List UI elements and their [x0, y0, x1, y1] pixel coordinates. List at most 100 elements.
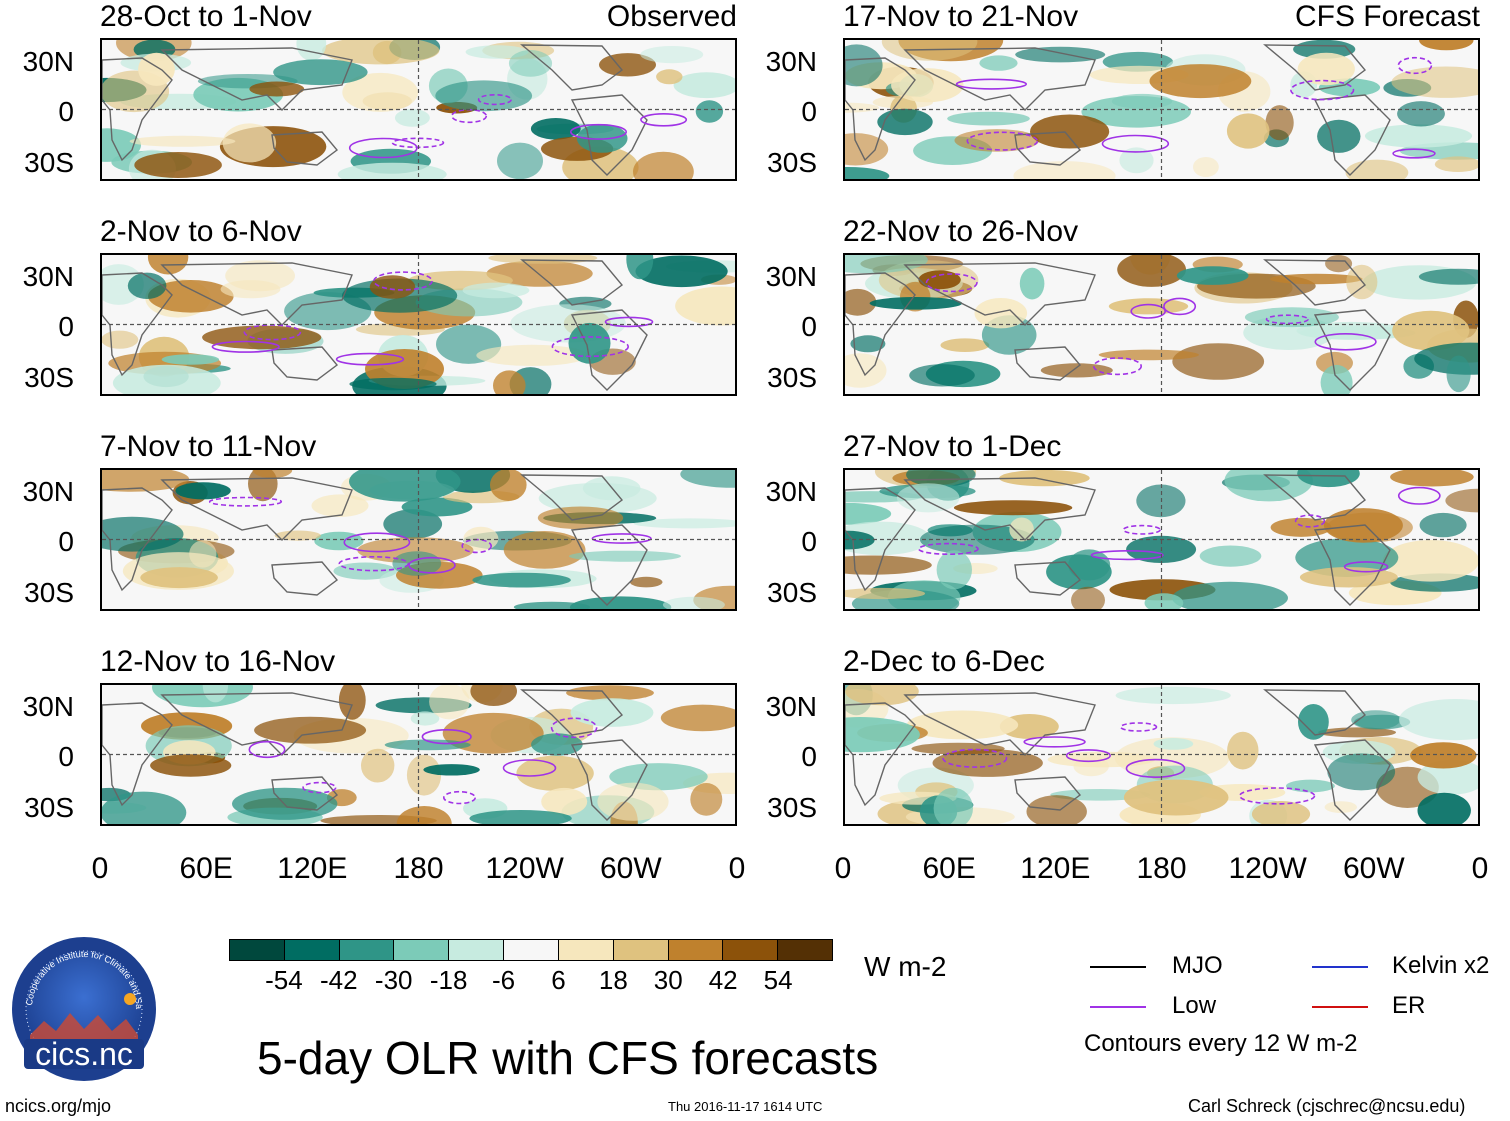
olr-anomaly-blob	[1351, 710, 1401, 730]
olr-anomaly-blob	[1030, 114, 1110, 149]
olr-anomaly-blob	[1265, 105, 1294, 141]
colorbar-unit: W m-2	[864, 951, 947, 982]
panel-tag: Observed	[606, 0, 737, 33]
low-contour	[208, 496, 283, 507]
olr-anomaly-blob	[1108, 298, 1189, 315]
olr-anomaly-blob	[531, 733, 583, 756]
olr-anomaly-blob	[680, 470, 735, 488]
olr-anomaly-blob	[1172, 343, 1265, 380]
low-contour	[1125, 758, 1186, 778]
low-contour	[955, 78, 1027, 90]
olr-anomaly-blob	[423, 764, 480, 776]
continent-outline	[520, 44, 624, 91]
olr-anomaly-blob	[1286, 779, 1335, 793]
continent-outline	[160, 47, 353, 111]
colorbar-tick-label: -6	[491, 965, 516, 995]
olr-anomaly-blob	[1391, 66, 1478, 98]
olr-anomaly-blob	[690, 783, 723, 816]
y-tick-label: 30S	[767, 792, 817, 823]
x-tick-label: 60E	[922, 852, 976, 885]
olr-anomaly-blob	[342, 72, 419, 112]
x-tick-label: 120W	[1228, 852, 1307, 885]
y-tick-label: 30N	[22, 476, 74, 507]
olr-anomaly-blob	[516, 755, 594, 791]
low-contour	[640, 113, 688, 127]
continent-outline	[845, 487, 916, 592]
olr-anomaly-blob	[349, 377, 437, 391]
y-tick-label: 30S	[24, 362, 74, 393]
olr-anomaly-blob	[635, 255, 728, 288]
olr-anomaly-blob	[1013, 161, 1116, 179]
low-contour	[1090, 549, 1164, 561]
x-tick-label: 60E	[179, 852, 233, 885]
continent-outline	[845, 272, 916, 377]
olr-anomaly-blob	[1269, 273, 1363, 285]
olr-anomaly-blob	[1325, 255, 1353, 273]
olr-anomaly-blob	[469, 810, 572, 824]
olr-anomaly-blob	[486, 260, 593, 287]
low-contour	[421, 728, 472, 745]
low-contour	[925, 273, 978, 293]
colorbar-swatch	[612, 940, 668, 960]
olr-map	[843, 468, 1480, 611]
colorbar-tick-label: 54	[763, 965, 793, 995]
olr-anomaly-blob	[503, 531, 586, 569]
olr-anomaly-blob	[189, 540, 217, 568]
y-tick-label: 30S	[767, 362, 817, 393]
olr-anomaly-blob	[633, 151, 694, 179]
colorbar-swatch	[393, 940, 449, 960]
x-tick-label: 0	[728, 852, 746, 885]
continent-outline	[570, 739, 648, 821]
colorbar-tick-label: 18	[598, 965, 628, 995]
olr-anomaly-blob	[1244, 307, 1339, 328]
olr-anomaly-blob	[1098, 349, 1199, 361]
olr-anomaly-blob	[349, 470, 461, 502]
x-tick-label: 60W	[1342, 852, 1405, 885]
olr-anomaly-blob	[102, 791, 187, 824]
olr-anomaly-blob	[1397, 101, 1445, 127]
olr-anomaly-blob	[869, 297, 963, 310]
olr-anomaly-blob	[1446, 355, 1471, 393]
olr-anomaly-blob	[1040, 363, 1113, 378]
legend-label-low: Low	[1172, 992, 1217, 1019]
olr-anomaly-blob	[202, 325, 322, 350]
olr-anomaly-blob	[906, 710, 1019, 740]
low-contour	[1392, 148, 1436, 159]
legend-line-er	[1312, 1006, 1368, 1008]
y-tick-label: 30S	[767, 147, 817, 178]
olr-anomaly-blob	[1117, 255, 1186, 287]
olr-anomaly-blob	[979, 55, 1018, 71]
olr-anomaly-blob	[1418, 268, 1478, 285]
continent-outline	[520, 474, 624, 521]
olr-anomaly-blob	[1419, 512, 1467, 538]
colorbar	[229, 939, 833, 961]
olr-anomaly-blob	[675, 286, 735, 326]
olr-anomaly-blob	[1119, 147, 1154, 174]
continent-outline	[102, 487, 173, 592]
olr-anomaly-blob	[476, 344, 589, 366]
olr-anomaly-blob	[891, 68, 964, 103]
footer-url[interactable]: ncics.org/mjo	[5, 1096, 112, 1116]
olr-anomaly-blob	[161, 354, 220, 365]
low-contour	[1119, 722, 1158, 732]
olr-anomaly-blob	[845, 255, 928, 274]
y-tick-label: 0	[801, 741, 817, 772]
low-contour	[1130, 303, 1167, 319]
olr-anomaly-blob	[150, 754, 232, 777]
olr-anomaly-blob	[1270, 517, 1332, 537]
legend-line-mjo	[1090, 966, 1146, 968]
x-tick-label: 0	[91, 852, 109, 885]
panel-title: 2-Nov to 6-Nov	[100, 215, 302, 248]
low-contour	[1290, 79, 1355, 101]
y-tick-label: 0	[58, 96, 74, 127]
olr-anomaly-blob	[906, 470, 976, 487]
legend-label-er: ER	[1392, 992, 1426, 1019]
olr-anomaly-blob	[974, 298, 1028, 329]
olr-map	[843, 683, 1480, 826]
colorbar-tick-label: 30	[653, 965, 683, 995]
olr-anomaly-blob	[1364, 124, 1473, 148]
olr-anomaly-blob	[488, 255, 598, 264]
olr-anomaly-blob	[566, 685, 654, 701]
olr-anomaly-blob	[1199, 545, 1262, 567]
colorbar-swatch	[230, 940, 284, 960]
